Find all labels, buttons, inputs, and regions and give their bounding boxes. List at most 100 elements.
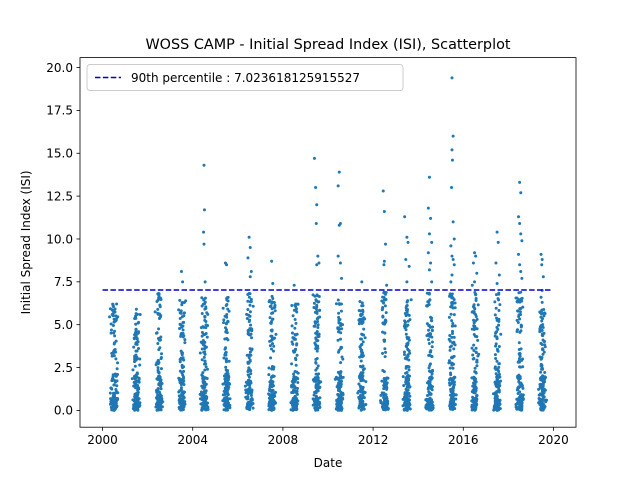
data-point xyxy=(108,307,112,311)
data-point xyxy=(429,392,433,396)
data-point xyxy=(452,347,456,351)
data-point xyxy=(382,381,386,385)
data-point xyxy=(221,306,225,310)
data-point xyxy=(108,402,112,406)
data-point xyxy=(249,327,253,331)
data-point xyxy=(361,333,365,337)
data-point xyxy=(493,365,497,369)
data-point xyxy=(314,395,318,399)
data-point xyxy=(295,401,299,405)
data-point xyxy=(538,328,542,332)
data-point xyxy=(451,324,455,328)
data-point xyxy=(224,330,228,334)
data-point xyxy=(333,377,337,381)
data-point xyxy=(450,158,454,162)
data-point xyxy=(494,306,498,310)
data-point xyxy=(472,332,476,336)
data-point xyxy=(475,364,479,368)
data-point xyxy=(495,347,499,351)
data-point xyxy=(291,349,295,353)
data-point xyxy=(516,376,520,380)
data-point xyxy=(294,363,298,367)
data-point xyxy=(224,372,228,376)
data-point xyxy=(203,307,207,311)
data-point xyxy=(337,223,341,227)
data-point xyxy=(133,404,137,408)
data-point xyxy=(361,304,365,308)
data-point xyxy=(111,308,115,312)
data-point xyxy=(428,404,432,408)
data-point xyxy=(315,329,319,333)
data-point xyxy=(382,295,386,299)
data-point xyxy=(177,308,181,312)
data-point xyxy=(246,373,250,377)
data-point xyxy=(227,359,231,363)
data-point xyxy=(134,382,138,386)
data-point xyxy=(295,343,299,347)
legend-label: 90th percentile : 7.023618125915527 xyxy=(131,71,360,85)
data-point xyxy=(292,377,296,381)
data-point xyxy=(270,380,274,384)
data-point xyxy=(493,334,497,338)
data-point xyxy=(363,336,367,340)
data-point xyxy=(451,366,455,370)
data-point xyxy=(225,296,229,300)
data-point xyxy=(313,376,317,380)
data-point xyxy=(518,317,522,321)
data-point xyxy=(225,370,229,374)
data-point xyxy=(449,280,453,284)
data-point xyxy=(451,258,455,262)
data-point xyxy=(518,354,522,358)
data-point xyxy=(223,314,227,318)
data-point xyxy=(358,309,362,313)
data-point xyxy=(407,385,411,389)
data-point xyxy=(538,311,542,315)
x-tick-label: 2008 xyxy=(268,433,299,447)
data-point xyxy=(202,325,206,329)
data-point xyxy=(475,317,479,321)
data-point xyxy=(157,327,161,331)
data-point xyxy=(136,402,140,406)
data-point xyxy=(406,299,410,303)
data-point xyxy=(519,401,523,405)
data-point xyxy=(520,239,524,243)
data-point xyxy=(113,334,117,338)
data-point xyxy=(359,408,363,412)
data-point xyxy=(203,383,207,387)
data-point xyxy=(339,331,343,335)
data-point xyxy=(383,407,387,411)
data-point xyxy=(337,311,341,315)
data-point xyxy=(362,327,366,331)
data-point xyxy=(493,380,497,384)
data-point xyxy=(380,308,384,312)
data-point xyxy=(157,312,161,316)
data-point xyxy=(401,397,405,401)
data-point xyxy=(249,353,253,357)
data-point xyxy=(424,404,428,408)
data-point xyxy=(272,367,276,371)
data-point xyxy=(133,316,137,320)
data-point xyxy=(290,399,294,403)
data-point xyxy=(246,329,250,333)
data-point xyxy=(339,309,343,313)
data-point xyxy=(337,376,341,380)
data-point xyxy=(249,323,253,327)
data-point xyxy=(539,386,543,390)
data-point xyxy=(290,324,294,328)
data-point xyxy=(472,375,476,379)
data-point xyxy=(137,376,141,380)
data-point xyxy=(274,390,277,394)
data-point xyxy=(204,365,208,369)
data-point xyxy=(357,382,361,386)
data-point xyxy=(497,323,501,327)
data-point xyxy=(470,403,474,407)
data-point xyxy=(470,390,474,394)
data-point xyxy=(201,371,205,375)
data-point xyxy=(294,376,298,380)
data-point xyxy=(178,360,182,364)
data-point xyxy=(182,382,186,386)
data-point xyxy=(427,324,431,328)
data-point xyxy=(362,403,366,407)
data-point xyxy=(159,387,163,391)
data-point xyxy=(359,337,363,341)
